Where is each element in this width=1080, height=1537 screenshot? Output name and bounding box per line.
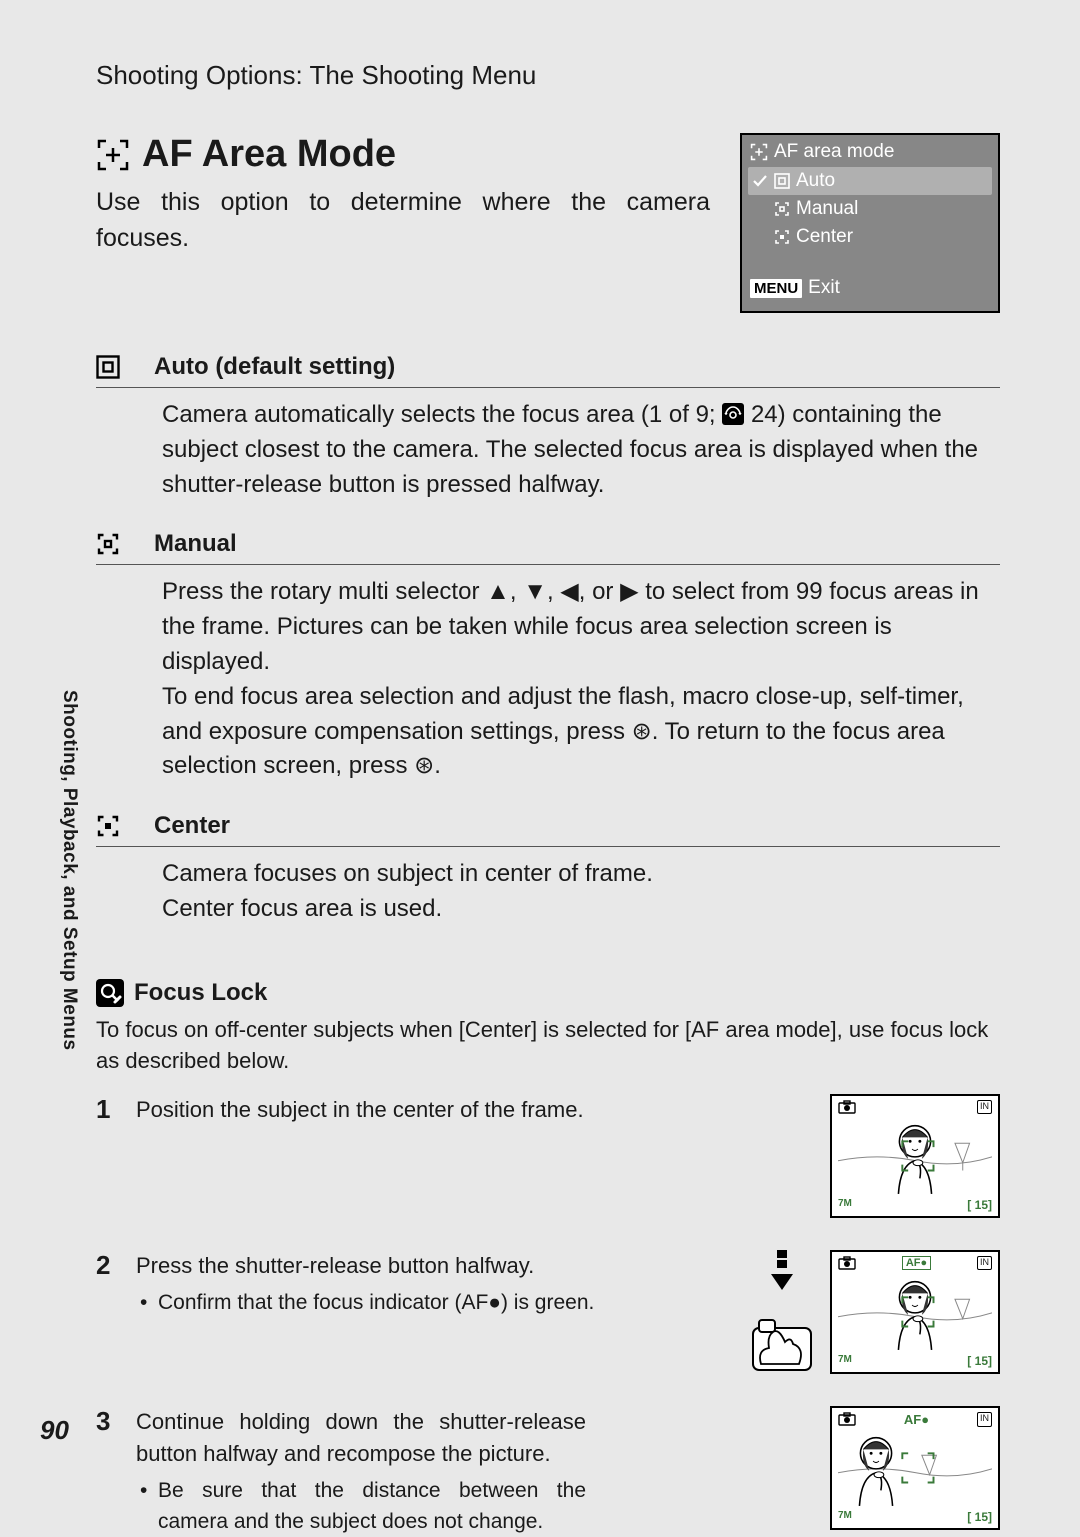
mode-definitions: Auto (default setting) Camera automatica… xyxy=(96,347,1000,927)
step-bullet: Be sure that the distance between the ca… xyxy=(136,1476,586,1537)
af-indicator: AF● xyxy=(904,1412,929,1427)
af-area-plus-icon xyxy=(96,138,130,172)
menu-screenshot: AF area mode Auto xyxy=(740,133,1000,313)
in-icon: IN xyxy=(977,1256,992,1270)
7m-icon: 7M xyxy=(838,1510,852,1524)
7m-icon: 7M xyxy=(838,1198,852,1212)
intro-text: Use this option to determine where the c… xyxy=(96,184,710,257)
mode-name: Auto (default setting) xyxy=(154,353,395,381)
step-1: 1 Position the subject in the center of … xyxy=(96,1094,1000,1218)
scene-illustration xyxy=(838,1270,992,1356)
page-title: AF Area Mode xyxy=(96,133,710,176)
tip-icon xyxy=(96,979,124,1007)
in-icon: IN xyxy=(977,1100,992,1114)
camera-icon xyxy=(838,1256,856,1270)
step-2: 2 Press the shutter-release button halfw… xyxy=(96,1250,1000,1374)
menu-item-manual: Manual xyxy=(748,195,992,223)
mode-name: Center xyxy=(154,812,230,840)
camera-icon xyxy=(838,1412,856,1427)
scene-illustration xyxy=(838,1426,992,1512)
auto-area-icon xyxy=(96,355,126,379)
focus-lock-intro: To focus on off-center subjects when [Ce… xyxy=(96,1015,1000,1077)
step-text: Position the subject in the center of th… xyxy=(136,1097,584,1122)
breadcrumb: Shooting Options: The Shooting Menu xyxy=(96,60,1000,91)
focus-lock-section: Focus Lock To focus on off-center subjec… xyxy=(96,979,1000,1537)
menu-item-center: Center xyxy=(748,223,992,251)
af-indicator: AF● xyxy=(902,1256,931,1270)
step-text: Continue holding down the shutter-releas… xyxy=(136,1409,586,1466)
lcd-preview: AF● IN xyxy=(830,1250,1000,1374)
exit-label: Exit xyxy=(808,277,840,299)
vertical-section-tab: Shooting, Playback, and Setup Menus xyxy=(58,690,80,1051)
lcd-preview: IN xyxy=(830,1094,1000,1218)
step-bullet: Confirm that the focus indicator (AF●) i… xyxy=(136,1288,730,1318)
af-area-plus-icon xyxy=(750,143,768,161)
menu-item-auto: Auto xyxy=(748,167,992,195)
manual-area-icon xyxy=(774,201,790,217)
7m-icon: 7M xyxy=(838,1354,852,1368)
half-press-illustration xyxy=(748,1250,816,1374)
mode-description: Press the rotary multi selector ▲, ▼, ◀,… xyxy=(162,575,1000,784)
auto-area-icon xyxy=(774,173,790,189)
screenshot-header: AF area mode xyxy=(774,141,894,163)
focus-lock-heading: Focus Lock xyxy=(134,979,267,1007)
page-number: 90 xyxy=(40,1415,69,1446)
camera-icon xyxy=(838,1100,856,1114)
mode-name: Manual xyxy=(154,530,237,558)
menu-badge: MENU xyxy=(750,279,802,298)
in-icon: IN xyxy=(977,1412,992,1427)
mode-description: Camera automatically selects the focus a… xyxy=(162,398,1000,502)
lcd-preview: AF● IN xyxy=(830,1406,1000,1530)
step-3: 3 Continue holding down the shutter-rele… xyxy=(96,1406,1000,1537)
center-area-icon xyxy=(96,814,126,838)
step-text: Press the shutter-release button halfway… xyxy=(136,1253,534,1278)
check-icon xyxy=(752,173,768,189)
center-area-icon xyxy=(774,229,790,245)
manual-area-icon xyxy=(96,532,126,556)
reference-icon xyxy=(722,403,744,425)
scene-illustration xyxy=(838,1114,992,1200)
mode-description: Camera focuses on subject in center of f… xyxy=(162,857,1000,927)
